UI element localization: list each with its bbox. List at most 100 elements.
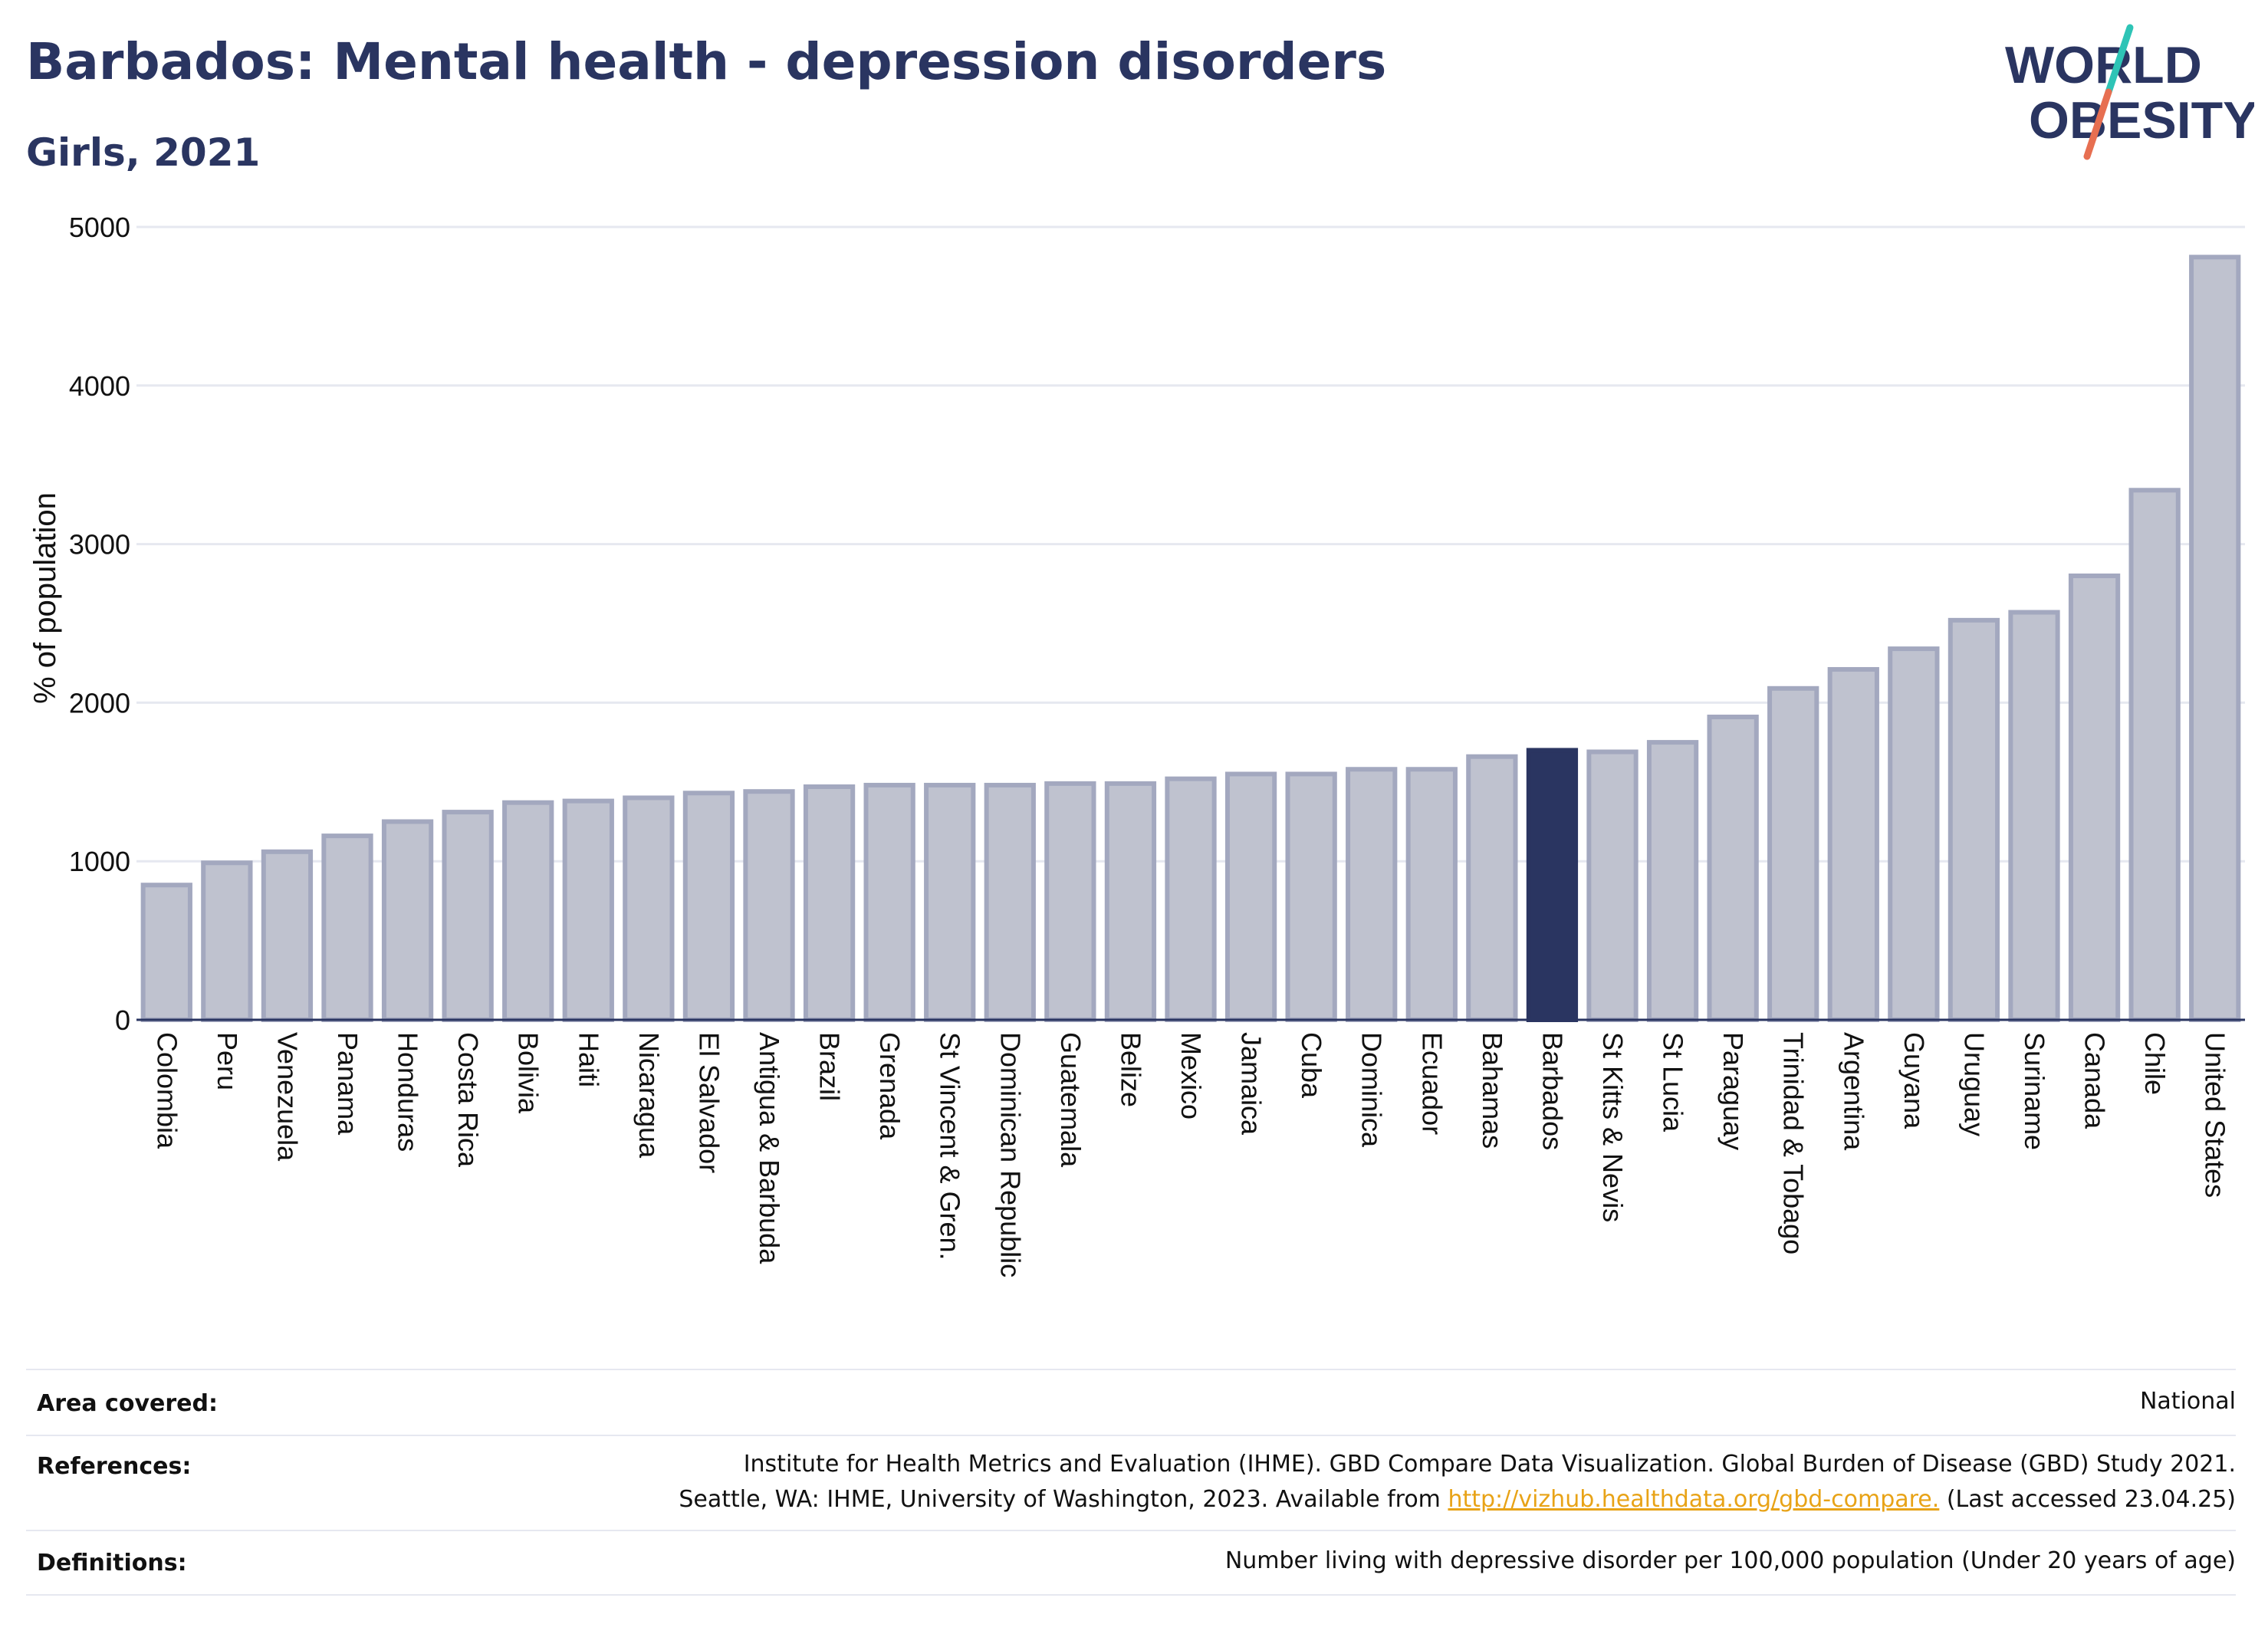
- x-tick-label: Suriname: [2019, 1032, 2050, 1150]
- x-tick-label: Brazil: [814, 1032, 846, 1101]
- divider: [26, 1435, 2236, 1436]
- x-tick-label: Trinidad & Tobago: [1778, 1032, 1809, 1254]
- x-tick-label: Belize: [1115, 1032, 1146, 1107]
- references-prefix: Seattle, WA: IHME, University of Washing…: [679, 1486, 1448, 1513]
- bar-suriname: [2008, 610, 2060, 1022]
- logo-text-obesity: OBESITY: [2029, 91, 2254, 150]
- y-tick-label: 0: [115, 1004, 130, 1036]
- x-tick-label: Jamaica: [1236, 1032, 1267, 1136]
- page-title: Barbados: Mental health - depression dis…: [26, 32, 1387, 91]
- x-tick-label: Barbados: [1537, 1032, 1568, 1150]
- x-tick-label: Canada: [2079, 1032, 2111, 1129]
- divider: [26, 1369, 2236, 1370]
- bar-guatemala: [1044, 781, 1096, 1022]
- area-value: National: [2139, 1388, 2236, 1415]
- logo-text-world: WORLD: [2005, 36, 2202, 94]
- bar-cuba: [1285, 771, 1337, 1023]
- x-tick-label: Costa Rica: [452, 1032, 484, 1168]
- y-tick-label: 5000: [69, 212, 130, 243]
- x-tick-label: Mexico: [1175, 1032, 1207, 1119]
- axis-layer: 0 1000 2000 3000 4000 5000 Colombia Peru Venezue…: [69, 212, 2245, 1277]
- references-label: References:: [37, 1453, 192, 1480]
- bar-st-kitts-nevis: [1586, 749, 1639, 1022]
- bars-layer: [140, 255, 2241, 1023]
- x-tick-label: Guyana: [1898, 1032, 1930, 1129]
- bar-brazil: [803, 784, 856, 1023]
- bar-costa-rica: [442, 810, 494, 1023]
- x-tick-label: Bahamas: [1477, 1032, 1508, 1149]
- references-line-1: Institute for Health Metrics and Evaluat…: [743, 1451, 2236, 1478]
- x-tick-label: Panama: [332, 1032, 363, 1136]
- bar-st-vincent-gren-: [924, 782, 976, 1022]
- bar-united-states: [2189, 255, 2241, 1022]
- x-tick-label: St Kitts & Nevis: [1597, 1032, 1629, 1222]
- bar-ecuador: [1405, 767, 1458, 1022]
- divider: [26, 1594, 2236, 1596]
- y-tick-label: 3000: [69, 529, 130, 561]
- x-tick-label: Ecuador: [1416, 1032, 1448, 1135]
- bar-st-lucia: [1646, 740, 1699, 1022]
- x-tick-label: Guatemala: [1055, 1032, 1086, 1168]
- bar-trinidad-tobago: [1767, 685, 1819, 1023]
- references-value: Institute for Health Metrics and Evaluat…: [679, 1447, 2236, 1517]
- page-subtitle: Girls, 2021: [26, 130, 261, 175]
- bar-peru: [201, 860, 253, 1022]
- bar-argentina: [1827, 666, 1879, 1022]
- world-obesity-logo: WORLD OBESITY: [2005, 24, 2254, 160]
- bar-bolivia: [502, 800, 554, 1022]
- x-tick-label: Dominica: [1356, 1032, 1388, 1148]
- bar-dominica: [1346, 767, 1398, 1022]
- bar-bahamas: [1466, 754, 1518, 1022]
- bar-haiti: [562, 798, 614, 1022]
- logo-slash-teal: [2105, 24, 2134, 96]
- x-tick-label: Peru: [212, 1032, 243, 1090]
- x-tick-label: United States: [2200, 1032, 2231, 1198]
- bar-honduras: [381, 819, 434, 1022]
- x-tick-label: Antigua & Barbuda: [754, 1032, 785, 1264]
- x-tick-label: Argentina: [1838, 1032, 1869, 1151]
- bar-guyana: [1888, 646, 1940, 1022]
- logo-slash-coral: [2083, 88, 2112, 160]
- bar-jamaica: [1224, 771, 1277, 1023]
- x-tick-label: El Salvador: [693, 1032, 725, 1173]
- references-suffix: (Last accessed 23.04.25): [1939, 1486, 2236, 1513]
- x-tick-label: Colombia: [151, 1032, 182, 1149]
- bar-venezuela: [261, 849, 314, 1022]
- x-tick-label: St Lucia: [1658, 1032, 1689, 1133]
- bar-nicaragua: [623, 795, 675, 1022]
- bar-panama: [321, 833, 373, 1023]
- metadata-table: Area covered: National References: Insti…: [26, 1369, 2236, 1599]
- definitions-label: Definitions:: [37, 1550, 187, 1576]
- references-line-2: Seattle, WA: IHME, University of Washing…: [679, 1482, 2236, 1517]
- bar-antigua-barbuda: [743, 789, 795, 1022]
- bar-dominican-republic: [984, 782, 1036, 1022]
- y-tick-label: 2000: [69, 687, 130, 718]
- x-tick-label: Honduras: [393, 1032, 424, 1152]
- x-tick-label: Paraguay: [1717, 1032, 1749, 1150]
- x-tick-label: St Vincent & Gren.: [935, 1032, 966, 1261]
- definitions-value: Number living with depressive disorder p…: [1224, 1547, 2236, 1574]
- bar-belize: [1104, 781, 1157, 1022]
- y-tick-label: 1000: [69, 846, 130, 877]
- bar-chile: [2128, 488, 2181, 1022]
- bar-barbados: [1526, 748, 1579, 1022]
- references-link[interactable]: http://vizhub.healthdata.org/gbd-compare…: [1448, 1486, 1940, 1513]
- bar-el-salvador: [682, 791, 735, 1022]
- area-label: Area covered:: [37, 1390, 218, 1417]
- divider: [26, 1530, 2236, 1531]
- x-tick-label: Nicaragua: [633, 1032, 665, 1159]
- bar-chart: 0 1000 2000 3000 4000 5000 Colombia Peru Venezue…: [28, 212, 2245, 1277]
- x-tick-label: Dominican Republic: [994, 1032, 1026, 1277]
- y-tick-label: 4000: [69, 370, 130, 402]
- x-tick-label: Grenada: [874, 1032, 906, 1140]
- bar-canada: [2068, 573, 2121, 1022]
- x-tick-label: Bolivia: [513, 1032, 544, 1114]
- x-tick-label: Cuba: [1296, 1032, 1327, 1099]
- x-tick-label: Chile: [2139, 1032, 2171, 1095]
- bar-grenada: [863, 782, 915, 1022]
- bar-colombia: [140, 883, 192, 1022]
- x-tick-label: Haiti: [573, 1032, 604, 1087]
- y-axis-label: % of population: [28, 492, 62, 704]
- bar-uruguay: [1948, 617, 2000, 1022]
- x-tick-label: Uruguay: [1958, 1032, 1990, 1136]
